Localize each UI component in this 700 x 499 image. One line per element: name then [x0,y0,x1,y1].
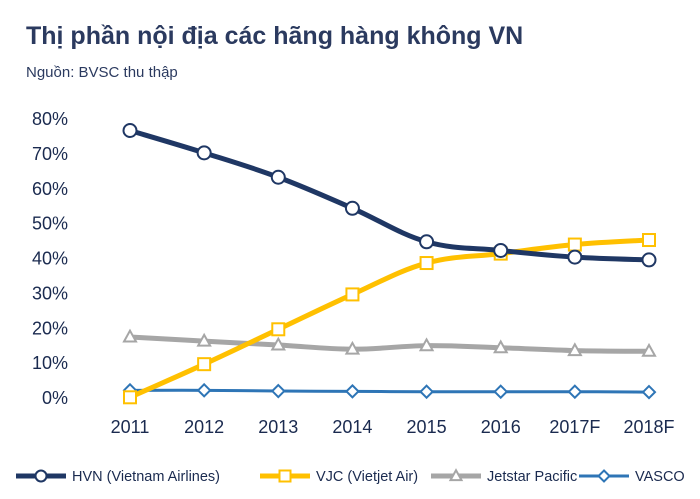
series-0 [122,123,657,268]
x-tick-label: 2013 [258,417,298,437]
data-point [419,384,434,400]
data-point [278,469,292,483]
data-point [270,169,286,185]
data-point [418,337,435,352]
y-tick-label: 20% [32,318,68,338]
y-tick-label: 30% [32,283,68,303]
legend: HVN (Vietnam Airlines) VJC (Vietjet Air) J… [16,468,685,485]
legend-label: HVN (Vietnam Airlines) [72,469,220,485]
y-tick-label: 0% [42,388,68,408]
y-axis: 0% 10% 20% 30% 40% 50% 60% 70% 80% [32,109,68,408]
data-point [34,469,48,483]
data-point [419,256,434,271]
data-point [122,123,138,139]
data-point [567,249,583,265]
legend-item: HVN (Vietnam Airlines) [16,469,220,485]
data-point [641,384,657,400]
legend-item: VASCO [579,469,685,485]
data-point [642,233,656,248]
data-point [493,242,509,258]
x-tick-label: 2012 [184,417,224,437]
data-point [196,332,212,347]
data-point [567,237,582,252]
data-point [493,384,509,400]
x-tick-label: 2011 [111,417,150,437]
x-axis: 2011 2012 2013 2014 2015 2016 2017F 2018F [111,417,675,437]
data-point [493,339,509,354]
legend-label: VJC (Vietjet Air) [316,469,418,485]
data-point [567,384,583,400]
data-point [345,287,360,302]
x-tick-label: 2016 [481,417,521,437]
x-tick-label: 2015 [407,417,447,437]
data-point [641,252,657,268]
y-tick-label: 50% [32,214,68,234]
x-tick-label: 2014 [332,417,372,437]
chart-title: Thị phần nội địa các hãng hàng không VN [26,22,524,50]
data-point [270,336,286,351]
data-point [567,342,583,357]
data-point [122,328,138,343]
series-line [127,334,652,354]
series-layer [122,123,657,405]
x-tick-label: 2018F [623,417,674,437]
data-point [344,200,360,216]
series-3 [122,382,657,400]
series-2 [122,328,657,357]
series-line [127,128,652,263]
data-point [448,468,464,482]
y-tick-label: 60% [32,179,68,199]
data-point [419,234,435,250]
y-tick-label: 70% [32,144,68,164]
data-point [344,340,361,355]
data-point [345,383,360,399]
data-point [597,469,611,483]
data-point [196,382,212,398]
y-tick-label: 40% [32,249,68,269]
data-point [271,322,286,337]
legend-item: Jetstar Pacific [431,468,577,485]
data-point [641,342,657,357]
y-tick-label: 10% [32,353,68,373]
data-point [123,390,137,405]
series-1 [123,233,656,405]
legend-label: Jetstar Pacific [487,469,577,485]
x-tick-label: 2017F [549,417,600,437]
data-point [270,383,286,399]
legend-label: VASCO [635,469,685,485]
y-tick-label: 80% [32,109,68,129]
data-point [197,357,212,372]
data-point [196,145,212,161]
chart-subtitle: Nguồn: BVSC thu thập [26,64,178,81]
legend-item: VJC (Vietjet Air) [260,469,418,485]
